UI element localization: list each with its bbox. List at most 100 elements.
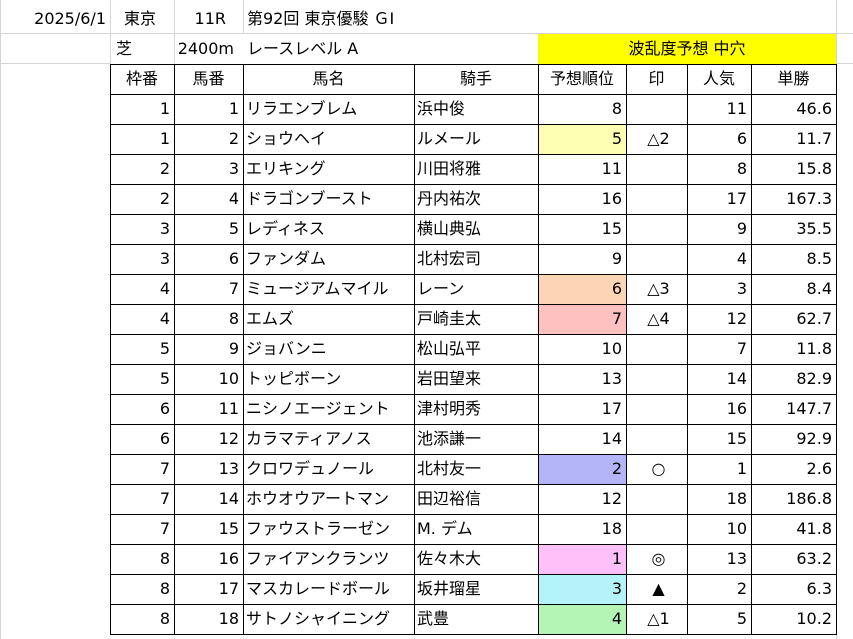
cell-umaban: 7 [228,279,239,298]
cell-jockey: 津村明秀 [417,399,482,418]
cell-mark: △3 [647,279,670,298]
column-header-horse-name: 馬名 [312,69,345,88]
cell-jockey: 松山弘平 [417,339,482,358]
cell-waku: 2 [159,189,170,208]
cell-horse-name: ホウオウアートマン [246,489,390,508]
cell-jockey: 北村宏司 [417,249,482,268]
cell-popularity: 6 [736,129,747,148]
cell-odds: 41.8 [796,519,832,538]
cell-mark: ◎ [651,549,666,568]
cell-rank: 9 [611,249,622,268]
cell-rank: 2 [538,454,626,484]
cell-mark [626,334,687,364]
cell-waku: 5 [159,339,170,358]
cell-rank: 1 [538,544,626,574]
cell-mark [626,94,687,124]
cell-odds: 10.2 [796,609,832,628]
cell-mark [626,484,687,514]
cell-umaban: 3 [228,159,239,178]
cell-horse-name: ファイアンクランツ [246,549,390,568]
cell-mark: ▲ [652,579,665,598]
cell-horse-name: マスカレードボール [246,579,391,598]
cell-rank: 14 [601,429,622,448]
cell-rank: 6 [538,274,626,304]
cell-rank: 3 [538,574,626,604]
cell-umaban: 18 [218,609,239,628]
cell-popularity: 16 [726,399,747,418]
cell-rank: 8 [611,99,622,118]
forecast-banner: 波乱度予想 中穴 [538,34,836,64]
cell-rank: 15 [601,219,622,238]
column-header-jockey: 騎手 [459,69,492,88]
cell-umaban: 16 [218,549,239,568]
column-header-odds: 単勝 [777,69,810,88]
cell-umaban: 4 [228,189,239,208]
cell-odds: 186.8 [786,489,832,508]
race-distance: 2400m [177,39,234,58]
cell-mark [626,214,687,244]
cell-popularity: 7 [736,339,747,358]
cell-waku: 8 [159,609,170,628]
cell-waku: 8 [159,579,170,598]
cell-popularity: 2 [736,579,747,598]
cell-rank: 10 [601,339,622,358]
cell-jockey: 佐々木大 [417,549,482,568]
cell-popularity: 15 [726,429,747,448]
cell-umaban: 12 [218,429,239,448]
column-header-mark: 印 [648,69,665,88]
cell-jockey: 岩田望来 [417,369,482,388]
cell-waku: 3 [159,249,170,268]
cell-popularity: 17 [726,189,747,208]
cell-horse-name: エリキング [246,159,326,178]
cell-popularity: 5 [736,609,747,628]
cell-rank: 17 [601,399,622,418]
cell-odds: 2.6 [806,459,832,478]
cell-umaban: 15 [218,519,239,538]
column-header-waku: 枠番 [125,69,158,88]
race-number: 11R [194,9,226,28]
cell-waku: 5 [159,369,170,388]
column-header-popularity: 人気 [702,69,735,88]
cell-odds: 35.5 [796,219,832,238]
cell-umaban: 14 [218,489,239,508]
cell-jockey: 坂井瑠星 [417,579,482,598]
cell-waku: 8 [159,549,170,568]
cell-waku: 3 [159,219,170,238]
cell-umaban: 1 [228,99,239,118]
cell-horse-name: ミュージアムマイル [246,279,389,298]
cell-mark: △1 [647,609,670,628]
cell-jockey: 池添謙一 [417,429,482,448]
cell-mark [626,184,687,214]
cell-jockey: 横山典弘 [417,219,482,238]
cell-horse-name: レディネス [246,219,325,238]
cell-horse-name: ファウストラーゼン [246,519,391,538]
cell-odds: 82.9 [796,369,832,388]
cell-horse-name: エムズ [246,309,295,328]
cell-mark: △4 [647,309,670,328]
race-date: 2025/6/1 [34,9,106,28]
cell-waku: 6 [159,429,170,448]
cell-popularity: 12 [726,309,747,328]
cell-popularity: 14 [726,369,747,388]
cell-popularity: 18 [726,489,747,508]
cell-jockey: 北村友一 [417,459,482,478]
cell-mark [626,244,687,274]
column-header-rank: 予想順位 [549,69,614,88]
cell-waku: 2 [159,159,170,178]
cell-umaban: 17 [218,579,239,598]
cell-jockey: ルメール [417,129,482,148]
cell-horse-name: トッピボーン [246,369,342,388]
race-surface: 芝 [116,39,133,58]
race-name: 第92回 東京優駿 ＧⅠ [247,9,395,28]
cell-waku: 7 [159,459,170,478]
cell-waku: 1 [159,129,170,148]
cell-waku: 1 [159,99,170,118]
cell-umaban: 8 [228,309,239,328]
cell-rank: 12 [601,489,622,508]
cell-horse-name: クロワデュノール [246,459,375,478]
cell-horse-name: ドラゴンブースト [246,189,373,208]
cell-rank: 18 [601,519,622,538]
cell-horse-name: カラマティアノス [246,429,372,448]
race-level: レースレベル A [247,39,359,58]
cell-popularity: 4 [736,249,747,268]
